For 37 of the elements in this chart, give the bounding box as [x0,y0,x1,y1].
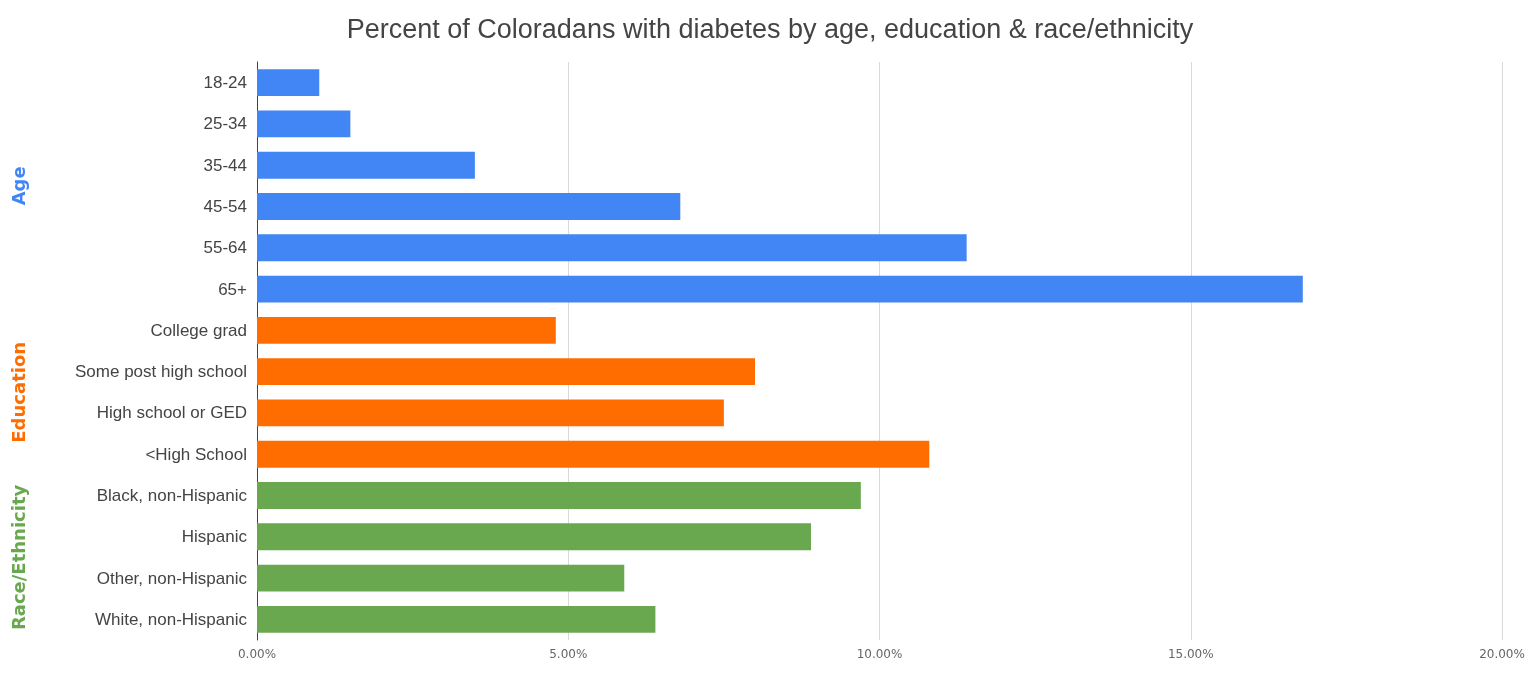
y-tick-label: High school or GED [96,403,247,423]
y-tick-label: Some post high school [75,362,247,382]
bar [257,69,320,97]
x-tick-label: 5.00% [549,647,588,661]
y-tick-label: White, non-Hispanic [94,609,248,629]
y-tick-label: 65+ [218,279,248,299]
x-tick-label: 20.00% [1479,647,1525,661]
bar [257,193,681,220]
x-tick-label: 0.00% [237,647,277,661]
bar [257,358,755,386]
bar [257,564,625,592]
y-tick-label: College grad [150,320,247,340]
y-tick-label: Black, non-Hispanic [96,486,248,505]
y-tick-label: 25-34 [203,114,247,134]
bar [257,440,930,468]
bar [257,605,656,633]
bar [257,316,556,344]
y-tick-label: 35-44 [203,155,247,175]
x-tick-label: 15.00% [1167,647,1214,661]
text: Education [7,341,29,443]
bar [257,399,724,427]
chart-title: Percent of Coloradans with diabetes by age, education & race/ethnicity [346,13,1194,44]
y-tick-label: 55-64 [203,238,247,258]
y-tick-label: 45-54 [203,197,247,216]
y-tick-label: <High School [145,444,247,464]
text: Age [7,166,29,206]
bar [257,151,475,179]
y-tick-label: Hispanic [181,527,248,547]
bar [257,110,351,138]
text: Race/Ethnicity [7,484,29,631]
bar [257,523,812,551]
bar [257,482,861,509]
x-tick-label: 10.00% [856,647,903,661]
bar [257,275,1303,303]
y-tick-label: Other, non-Hispanic [96,568,248,588]
y-tick-label: 18-24 [203,73,247,93]
bar [257,234,967,262]
